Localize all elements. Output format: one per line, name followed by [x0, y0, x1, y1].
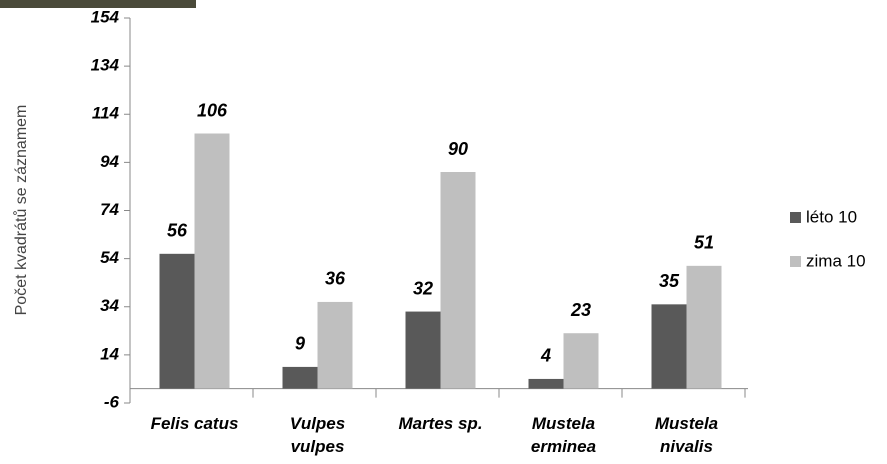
- bar: [317, 301, 353, 389]
- value-label: 9: [295, 334, 305, 354]
- bar: [651, 304, 687, 389]
- bar: [405, 311, 441, 389]
- x-tick-label: Martes sp.: [398, 414, 483, 433]
- value-label: 106: [197, 100, 228, 120]
- legend-swatch: [790, 212, 801, 223]
- y-axis-label: Počet kvadrátů se záznamem: [12, 105, 30, 316]
- value-label: 90: [448, 139, 468, 159]
- y-tick-label: 154: [91, 7, 120, 26]
- bar: [563, 333, 599, 389]
- legend-label: zima 10: [806, 251, 866, 270]
- value-label: 35: [659, 271, 680, 291]
- bar: [440, 172, 476, 389]
- bar: [282, 366, 318, 389]
- legend-label: léto 10: [806, 207, 857, 226]
- value-label: 32: [413, 278, 433, 298]
- value-label: 36: [325, 269, 346, 289]
- x-tick-label: Mustela nivalis: [654, 414, 719, 456]
- x-tick-label: Vulpes vulpes: [289, 414, 346, 456]
- y-tick-label: 14: [100, 344, 119, 363]
- y-tick-label: 74: [100, 200, 119, 219]
- x-tick-label: Felis catus: [150, 414, 239, 433]
- image-fragment: [0, 0, 196, 8]
- bar: [686, 265, 722, 389]
- y-tick-label: -6: [104, 392, 120, 411]
- value-label: 4: [540, 346, 551, 366]
- y-tick-label: 114: [92, 104, 120, 123]
- y-tick-label: 94: [100, 152, 119, 171]
- y-tick-label: 34: [100, 296, 119, 315]
- value-label: 56: [167, 221, 188, 241]
- bar: [528, 378, 564, 389]
- x-tick-label: Mustela erminea: [530, 414, 597, 456]
- value-label: 51: [694, 233, 714, 253]
- y-tick-label: 54: [100, 248, 119, 267]
- y-tick-label: 134: [91, 56, 120, 75]
- bar: [194, 133, 230, 389]
- value-label: 23: [570, 300, 591, 320]
- bar: [159, 253, 195, 389]
- legend-swatch: [790, 256, 801, 267]
